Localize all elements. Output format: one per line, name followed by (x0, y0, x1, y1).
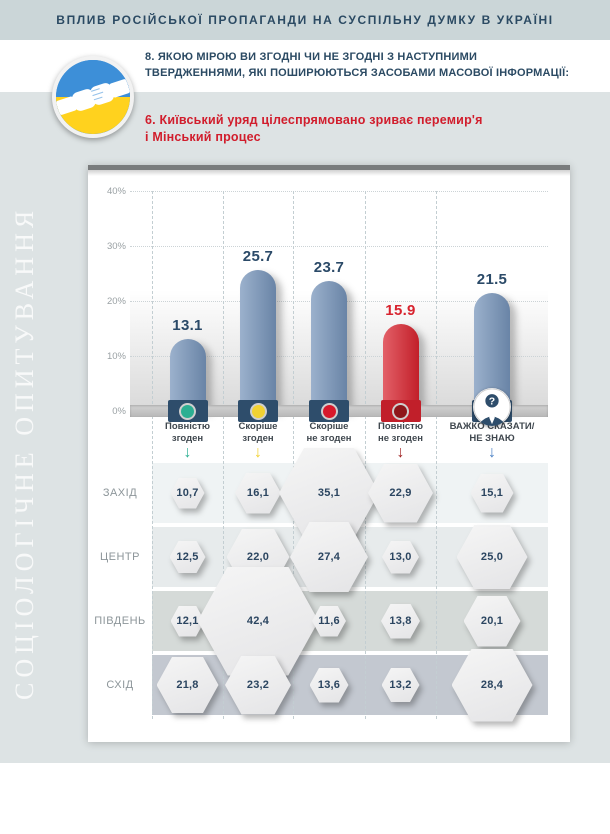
bar (382, 324, 419, 411)
handshake-icon-svg (56, 60, 130, 134)
bar-socket (380, 400, 421, 422)
bar-socket (238, 400, 278, 422)
top-header-bar: ВПЛИВ РОСІЙСЬКОЇ ПРОПАГАНДИ НА СУСПІЛЬНУ… (0, 0, 610, 40)
hexagon-value: 22,9 (368, 463, 433, 523)
rather-disagree-dot-marker (322, 404, 336, 418)
category-label: ВАЖКО СКАЗАТИ/НЕ ЗНАЮ (449, 421, 535, 444)
bar-value-label: 25.7 (242, 248, 274, 265)
category-label: Повністю не згоден (378, 421, 423, 444)
bar (311, 281, 347, 411)
column-separator (223, 191, 224, 719)
hexagon-value: 11,6 (312, 605, 346, 637)
disagree-dot-marker (394, 404, 407, 418)
hexagon-value: 13,6 (309, 667, 349, 703)
region-row-east: СХІД 21,8 23,2 13,6 13,2 28,4 (88, 648, 548, 722)
category-label: Повністю згоден (165, 421, 210, 444)
hexagon-value: 20,1 (463, 595, 521, 647)
column-separator (293, 191, 294, 719)
bar-column: 25.7 (223, 191, 293, 411)
hexagon-value: 16,1 (235, 472, 281, 514)
bar-column: 13.1 (152, 191, 223, 411)
gridline (130, 191, 548, 192)
hexagon-value: 21,8 (156, 657, 219, 713)
region-row-south: ПІВДЕНЬ 12,1 42,4 11,6 13,8 20,1 (88, 566, 548, 676)
agree-dot-marker (181, 404, 194, 418)
region-row-center: ЦЕНТР 12,5 22,0 27,4 13,0 25,0 (88, 522, 548, 592)
gridline (130, 246, 548, 247)
bar-column: 23.7 (293, 191, 365, 411)
y-axis-tick-label: 30% (106, 241, 126, 252)
region-row-label: ЗАХІД (102, 487, 138, 499)
region-row-west: ЗАХІД 10,7 16,1 35,1 22,9 15,1 (88, 448, 548, 538)
bar (169, 339, 206, 411)
footer: ДЕТЕКТОР М К І С Дослідження проводилося… (0, 763, 610, 834)
bars-row: 13.1 25.7 23.7 15.9 21.5 (152, 191, 548, 411)
bar-value-label: 15.9 (385, 302, 416, 319)
question-text: 8. ЯКОЮ МІРОЮ ВИ ЗГОДНІ ЧИ НЕ ЗГОДНІ З Н… (145, 51, 570, 79)
svg-text:?: ? (489, 397, 495, 408)
question-person-icon: ? (473, 388, 511, 426)
category-labels-row: Повністю згоден Скоріше згоден Скоріше не з… (152, 421, 548, 445)
hexagon-value: 12,5 (169, 541, 206, 573)
hexagon-value: 28,4 (451, 648, 533, 722)
arrow-down-icon: ↓ (183, 444, 192, 461)
arrow-down-icon: ↓ (488, 444, 496, 461)
bar-value-label: 21.5 (476, 271, 508, 288)
hexagon-value: 13,0 (382, 540, 419, 574)
hexagon-value: 23,2 (225, 655, 291, 715)
statement-line2: і Мінський процес (145, 129, 261, 144)
bar-socket (309, 400, 349, 422)
bar-column: 15.9 (365, 191, 436, 411)
chart-card: 40% 30% 20% 10% 0% 13.1 25.7 23.7 (88, 165, 570, 742)
region-row-label: СХІД (106, 679, 134, 691)
bar-socket: ? (472, 388, 512, 426)
hexagon-value: 25,0 (456, 525, 528, 589)
hexagon-value: 13,8 (381, 603, 420, 639)
page-title: ВПЛИВ РОСІЙСЬКОЇ ПРОПАГАНДИ НА СУСПІЛЬНУ… (56, 13, 554, 27)
hexagon-value: 27,4 (290, 522, 368, 592)
bar (240, 270, 276, 411)
region-row-label: ПІВДЕНЬ (94, 615, 146, 627)
column-separator (436, 191, 437, 719)
category-label: Скоріше згоден (238, 421, 278, 444)
column-separator (365, 191, 366, 719)
handshake-icon (52, 56, 134, 138)
y-axis-tick-label: 40% (106, 186, 126, 197)
bar-socket (167, 400, 208, 422)
hexagon-value: 15,1 (470, 473, 514, 513)
arrow-down-icon: ↓ (254, 444, 262, 461)
hexagon-value: 10,7 (170, 477, 205, 509)
bar-value-label: 13.1 (172, 317, 203, 334)
statement-line1: 6. Київський уряд цілеспрямовано зриває … (145, 113, 483, 127)
category-label: Скоріше не згоден (306, 421, 352, 444)
arrow-down-icon: ↓ (396, 444, 405, 461)
y-axis-tick-label: 0% (112, 406, 126, 417)
y-axis-tick-label: 20% (106, 296, 126, 307)
sidebar-vertical-label: СОЦІОЛОГІЧНЕ ОПИТУВАННЯ (10, 205, 39, 701)
column-separator (152, 191, 153, 719)
bar-column: 21.5 (436, 191, 548, 411)
y-axis-tick-label: 10% (106, 351, 126, 362)
statement-text: 6. Київський уряд цілеспрямовано зриває … (145, 112, 565, 146)
hexagon-value: 13,2 (381, 668, 420, 702)
region-row-label: ЦЕНТР (100, 551, 140, 563)
rather-agree-dot-marker (251, 404, 265, 418)
sockets-row: ? (152, 388, 548, 426)
bar-value-label: 23.7 (313, 259, 345, 276)
